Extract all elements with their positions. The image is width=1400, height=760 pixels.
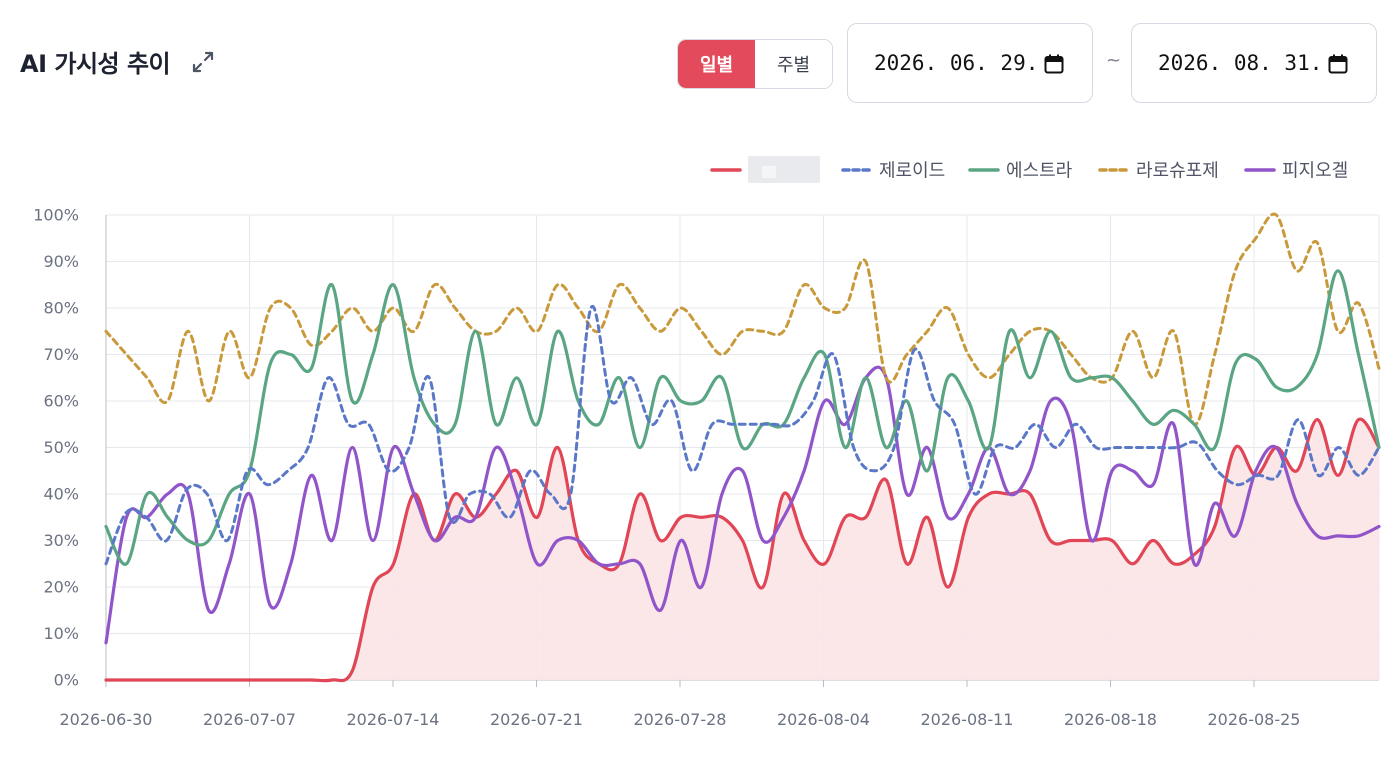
y-tick-label: 40% (43, 485, 79, 504)
series-line-zeroid (104, 304, 1381, 566)
y-tick-label: 10% (43, 624, 79, 643)
y-tick-label: 60% (43, 392, 79, 411)
x-tick-label: 2026-08-18 (1064, 710, 1157, 729)
chart-header: AI 가시성 추이 (20, 44, 216, 79)
y-tick-label: 100% (33, 206, 79, 225)
period-toggle: 일별 주별 (677, 39, 833, 89)
y-tick-label: 0% (54, 671, 79, 690)
x-tick-label: 2026-07-21 (490, 710, 583, 729)
calendar-icon[interactable] (1328, 54, 1348, 74)
x-tick-label: 2026-08-04 (777, 710, 870, 729)
start-date-input[interactable]: 2026. 06. 29. (847, 23, 1093, 103)
x-tick-label: 2026-06-30 (60, 710, 153, 729)
end-date-input[interactable]: 2026. 08. 31. (1131, 23, 1377, 103)
y-tick-label: 70% (43, 345, 79, 364)
y-tick-label: 80% (43, 299, 79, 318)
x-tick-label: 2026-08-25 (1208, 710, 1301, 729)
y-tick-label: 90% (43, 252, 79, 271)
expand-icon[interactable] (190, 49, 216, 75)
legend-label-laroche: 라로슈포제 (1136, 161, 1219, 182)
series-area-own (106, 419, 1379, 681)
start-date-value: 2026. 06. 29. (874, 51, 1039, 75)
series-line-physiogel (104, 365, 1381, 645)
legend-redacted-label (748, 156, 820, 183)
weekly-toggle-button[interactable]: 주별 (755, 40, 832, 88)
calendar-icon[interactable] (1044, 54, 1064, 74)
date-separator: ~ (1106, 50, 1122, 71)
page-title: AI 가시성 추이 (20, 50, 171, 78)
legend-label-estra: 에스트라 (1006, 161, 1073, 182)
daily-toggle-button[interactable]: 일별 (678, 40, 755, 88)
y-tick-label: 30% (43, 531, 79, 550)
y-tick-label: 50% (43, 438, 79, 457)
series-line-laroche (104, 212, 1381, 426)
x-tick-label: 2026-07-14 (347, 710, 440, 729)
legend-label-physiogel: 피지오겔 (1282, 161, 1348, 182)
x-tick-label: 2026-07-07 (203, 710, 296, 729)
series-line-estra (104, 269, 1381, 566)
y-tick-label: 20% (43, 578, 79, 597)
series-line-own (104, 417, 1381, 683)
x-tick-label: 2026-08-11 (921, 710, 1014, 729)
legend-label-zeroid: 제로이드 (879, 161, 945, 182)
x-tick-label: 2026-07-28 (634, 710, 727, 729)
legend-redacted-block (762, 166, 776, 178)
end-date-value: 2026. 08. 31. (1158, 51, 1323, 75)
